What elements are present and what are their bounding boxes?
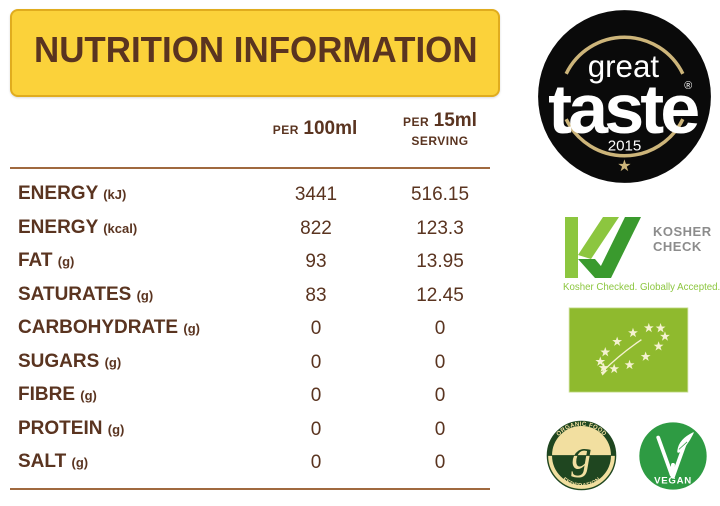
svg-text:taste: taste [548,70,698,147]
svg-text:®: ® [684,80,692,92]
svg-text:2015: 2015 [608,138,642,155]
svg-text:VEGAN: VEGAN [654,475,692,486]
svg-text:★: ★ [617,157,632,175]
